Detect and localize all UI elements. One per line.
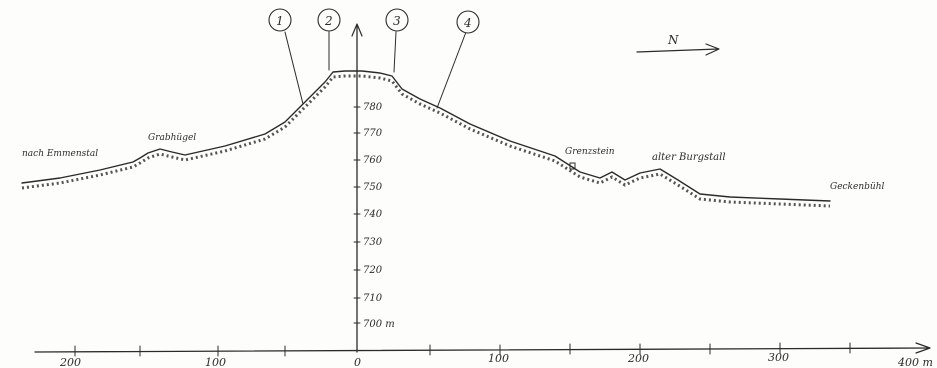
elevation-label-780: 780 [363, 102, 383, 113]
distance-axis-arrowhead [915, 342, 931, 354]
distance-label-200-right: 200 [627, 352, 649, 365]
elevation-label-740: 740 [363, 209, 383, 220]
elevation-label-760: 760 [363, 155, 383, 166]
distance-label-400: 400 m [897, 356, 933, 368]
distance-label-300: 300 [768, 351, 789, 364]
elevation-label-720: 720 [363, 265, 383, 276]
distance-axis-ticks [74, 342, 851, 357]
marker-3: 3 [385, 8, 409, 73]
place-label-burgstall: alter Burgstall [652, 152, 726, 163]
place-label-grabhuegel: Grabhügel [148, 133, 196, 143]
elevation-label-700: 700 m [363, 319, 395, 330]
elevation-label-770: 770 [363, 128, 383, 139]
distance-label-100-right: 100 [488, 352, 509, 365]
elevation-axis-arrowhead [351, 23, 363, 37]
elevation-label-730: 730 [363, 237, 383, 248]
distance-label-0: 0 [354, 356, 361, 368]
elevation-axis-ticks [353, 106, 361, 324]
marker-4: 4 [436, 10, 480, 109]
place-label-grenzstein: Grenzstein [565, 147, 615, 157]
place-label-left-valley: nach Emmenstal [22, 149, 98, 159]
north-arrow: N [636, 33, 720, 56]
elevation-label-750: 750 [363, 182, 383, 193]
marker-3-label: 3 [393, 14, 401, 28]
marker-2-label: 2 [324, 14, 333, 28]
terrain-profile-line [21, 70, 831, 202]
elevation-label-710: 710 [363, 293, 383, 304]
marker-1-label: 1 [276, 14, 284, 28]
place-label-right-end: Geckenbühl [830, 182, 884, 192]
marker-2: 2 [317, 8, 341, 71]
distance-label-200-left: 200 [59, 356, 81, 368]
north-label: N [667, 33, 679, 47]
distance-label-100-left: 100 [205, 356, 226, 368]
grenzstein-marker [569, 162, 576, 170]
distance-axis [34, 347, 929, 353]
marker-1: 1 [268, 8, 304, 105]
ground-hatching [21, 74, 831, 208]
marker-4-label: 4 [463, 16, 472, 30]
